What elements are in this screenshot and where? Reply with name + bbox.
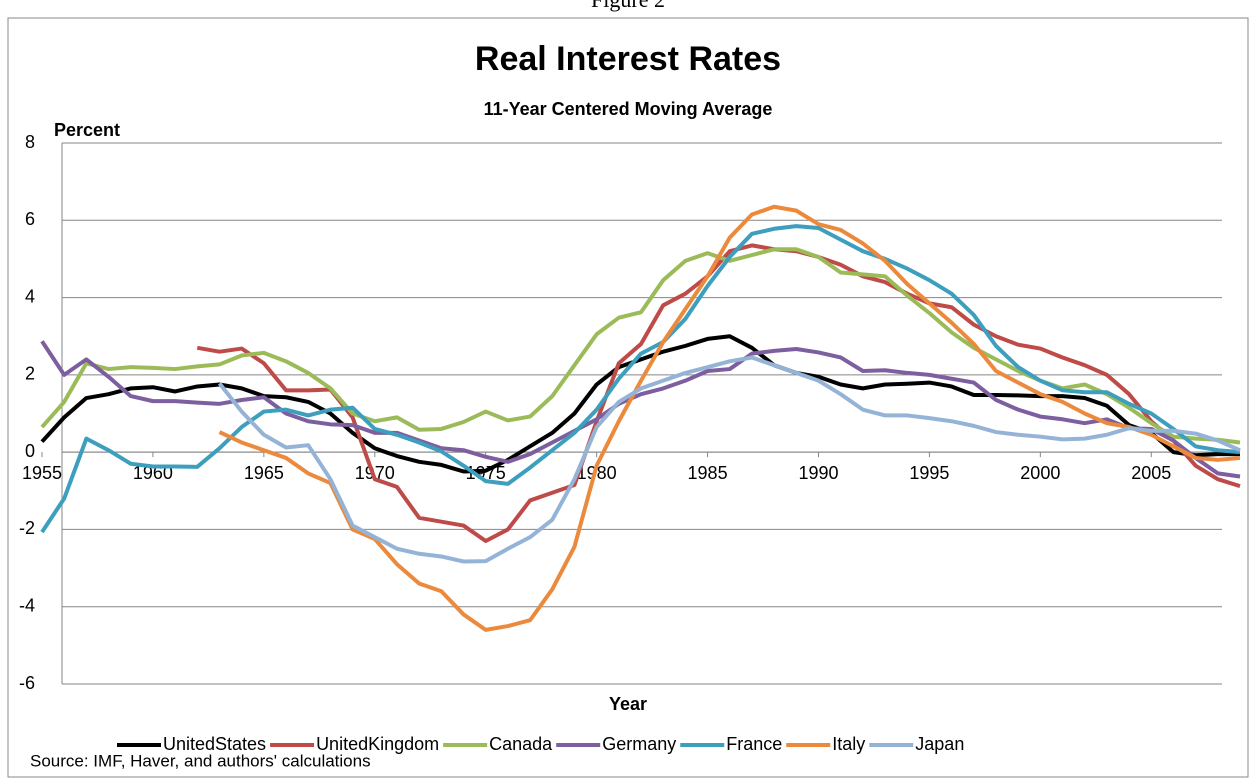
legend-label: UnitedKingdom: [316, 734, 439, 754]
x-tick-label: 2005: [1131, 463, 1171, 483]
legend-label: UnitedStates: [163, 734, 266, 754]
y-tick-label: 8: [25, 132, 35, 152]
y-tick-label: 0: [25, 441, 35, 461]
x-tick-label: 1990: [798, 463, 838, 483]
x-axis-label: Year: [609, 694, 647, 714]
figure-label: Figure 2: [591, 0, 665, 12]
legend-label: Germany: [602, 734, 676, 754]
legend-label: Canada: [489, 734, 553, 754]
y-tick-label: 4: [25, 286, 35, 306]
y-axis-label: Percent: [54, 120, 120, 140]
x-tick-label: 1965: [244, 463, 284, 483]
y-tick-label: -4: [19, 595, 35, 615]
x-tick-label: 1970: [355, 463, 395, 483]
y-tick-label: 2: [25, 364, 35, 384]
series-line: [40, 224, 1241, 534]
legend-label: Italy: [832, 734, 865, 754]
chart-title: Real Interest Rates: [475, 40, 781, 78]
y-tick-label: -2: [19, 518, 35, 538]
legend-label: France: [726, 734, 782, 754]
x-tick-label: 1985: [688, 463, 728, 483]
series-line: [40, 340, 1241, 479]
chart-border: [7, 17, 1249, 778]
x-tick-label: 1995: [909, 463, 949, 483]
series-line: [218, 204, 1241, 632]
x-tick-label: 2000: [1020, 463, 1060, 483]
y-tick-label: -6: [19, 673, 35, 693]
x-tick-label: 1955: [22, 463, 62, 483]
source-note: Source: IMF, Haver, and authors' calcula…: [30, 751, 371, 770]
legend-label: Japan: [915, 734, 964, 754]
y-tick-label: 6: [25, 209, 35, 229]
series-line: [196, 243, 1241, 544]
chart-subtitle: 11-Year Centered Moving Average: [484, 99, 773, 119]
series-line: [217, 355, 1241, 564]
